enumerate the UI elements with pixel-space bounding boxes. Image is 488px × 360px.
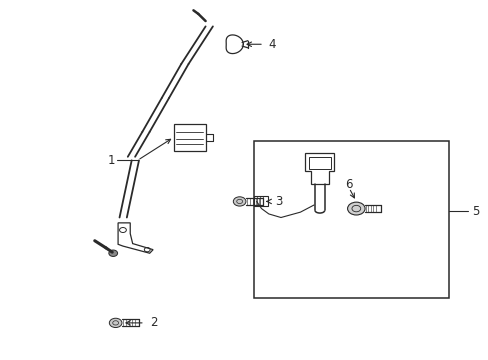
Circle shape [109, 250, 117, 256]
Text: 4: 4 [268, 38, 276, 51]
Text: 3: 3 [275, 195, 282, 208]
Text: 6: 6 [345, 178, 352, 191]
Text: 2: 2 [149, 316, 157, 329]
Circle shape [109, 318, 122, 328]
Bar [174, 124, 205, 150]
Bar [308, 157, 330, 169]
Text: 1: 1 [108, 154, 115, 167]
Circle shape [233, 197, 245, 206]
Text: 5: 5 [471, 205, 478, 218]
Bar [254, 141, 448, 298]
Circle shape [347, 202, 365, 215]
